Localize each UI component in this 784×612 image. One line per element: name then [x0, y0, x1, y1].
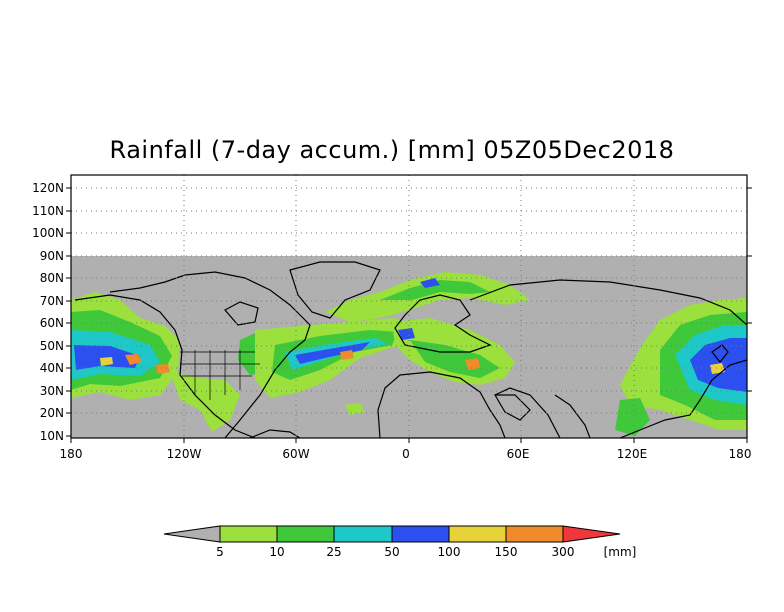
lon-label: 120E [617, 447, 648, 461]
coast-hudson-bay [224, 301, 259, 326]
rain-vheavy-natl [295, 342, 370, 364]
axis-ticks [66, 187, 752, 443]
rain-extreme-npac-a [125, 354, 142, 365]
rain-vheavy-nordic [420, 278, 440, 288]
lat-label: 50N [40, 339, 64, 353]
coastlines [74, 261, 747, 438]
us-state-borders [180, 350, 260, 400]
colorbar-bin [505, 525, 564, 543]
rain-extreme-npac-b [100, 357, 113, 366]
coast-south-america [249, 429, 301, 438]
coast-india [554, 394, 591, 438]
rain-mod-med [410, 340, 500, 378]
lat-label: 10N [40, 429, 64, 443]
lat-labels: 120N 110N 100N 90N 80N 70N 60N 50N 40N 3… [32, 181, 64, 443]
coast-greenland [289, 261, 381, 319]
lon-label: 0 [402, 447, 410, 461]
lat-label: 110N [32, 204, 64, 218]
colorbar-bin [448, 525, 507, 543]
lat-label: 60N [40, 316, 64, 330]
colorbar-bin [276, 525, 335, 543]
colorbar-level: 150 [495, 545, 518, 559]
lat-label: 90N [40, 249, 64, 263]
rain-extreme-nwpac [710, 363, 725, 374]
coast-africa [377, 371, 506, 438]
lon-label: 180 [729, 447, 752, 461]
colorbar-bin [391, 525, 450, 543]
lon-labels: 180 120W 60W 0 60E 120E 180 [60, 447, 752, 461]
rain-light-arctic [325, 272, 530, 322]
rain-vheavy-med [398, 328, 415, 340]
lat-label: 20N [40, 406, 64, 420]
colorbar-level: 25 [326, 545, 341, 559]
lon-label: 60W [282, 447, 309, 461]
colorbar-level: 50 [384, 545, 399, 559]
rain-light-atl-tropical [345, 403, 365, 415]
lat-label: 40N [40, 361, 64, 375]
colorbar-units: [mm] [604, 545, 637, 559]
map-title: Rainfall (7-day accum.) [mm] 05Z05Dec201… [109, 136, 675, 164]
lat-label: 30N [40, 384, 64, 398]
lon-label: 180 [60, 447, 83, 461]
lat-label: 80N [40, 271, 64, 285]
coast-japan [711, 344, 729, 363]
lon-label: 60E [507, 447, 530, 461]
colorbar-level: 100 [438, 545, 461, 559]
rain-extreme-npac-c [155, 364, 170, 374]
rain-extreme-levant [465, 358, 480, 370]
colorbar-level: 5 [216, 545, 224, 559]
colorbar [163, 525, 621, 543]
coast-arabia [493, 394, 531, 421]
lat-label: 100N [32, 226, 64, 240]
colorbar-lower-triangle [163, 525, 221, 543]
rain-light-seasia [615, 398, 650, 436]
lat-label: 120N [32, 181, 64, 195]
rain-extreme-natl [340, 350, 354, 360]
colorbar-labels: 5 10 25 50 100 150 300 [mm] [216, 545, 636, 559]
lon-label: 120W [167, 447, 202, 461]
coast-europe [394, 294, 492, 353]
colorbar-level: 300 [552, 545, 575, 559]
lat-label: 70N [40, 294, 64, 308]
colorbar-bin [333, 525, 393, 543]
colorbar-bin [219, 525, 278, 543]
colorbar-level: 10 [269, 545, 284, 559]
rain-mod-arctic [380, 280, 490, 300]
rain-light-na [170, 372, 240, 432]
coast-north-america [74, 271, 311, 438]
colorbar-upper-triangle [562, 525, 621, 543]
